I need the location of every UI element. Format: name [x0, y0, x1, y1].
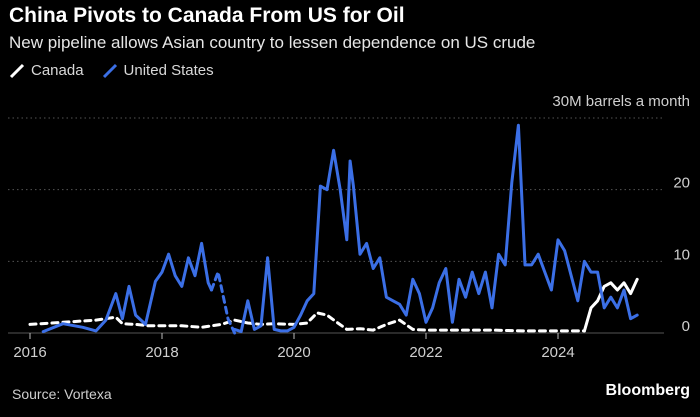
chart-subtitle: New pipeline allows Asian country to les…: [9, 33, 536, 52]
source-note: Source: Vortexa: [12, 386, 112, 402]
series-line-united-states: [233, 123, 639, 334]
legend-item-canada: Canada: [9, 62, 84, 79]
y-tick-label: 20: [673, 175, 690, 192]
chart-title: China Pivots to Canada From US for Oil: [9, 4, 405, 27]
legend-label-united-states: United States: [123, 62, 214, 79]
y-tick-label: 10: [673, 246, 690, 263]
chart-legend: Canada United States: [9, 62, 224, 79]
legend-swatch-united-states: [102, 63, 117, 78]
legend-item-united-states: United States: [102, 62, 214, 79]
series-line-united-states: [41, 241, 213, 334]
y-axis-unit-label: 30M barrels a month: [552, 93, 690, 110]
x-tick-label: 2018: [145, 344, 178, 361]
series-line-canada: [28, 311, 586, 333]
x-tick-label: 2024: [541, 344, 574, 361]
legend-label-canada: Canada: [31, 62, 84, 79]
x-tick-label: 2016: [13, 344, 46, 361]
legend-swatch-canada: [9, 63, 25, 78]
x-tick-label: 2020: [277, 344, 310, 361]
bloomberg-logo: Bloomberg: [605, 382, 690, 399]
x-tick-label: 2022: [409, 344, 442, 361]
y-tick-label: 0: [682, 318, 690, 335]
series-line-canada: [582, 277, 639, 333]
series-line-united-states: [210, 270, 237, 335]
